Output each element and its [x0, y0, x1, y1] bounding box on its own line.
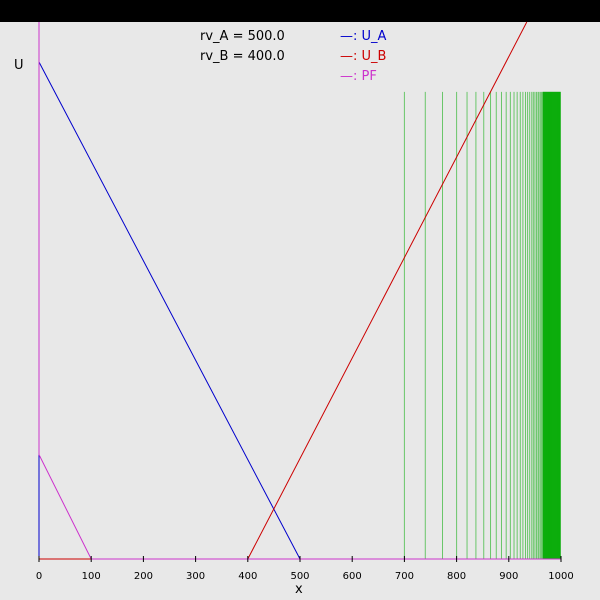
x-tick-label-0: 0 — [36, 571, 42, 582]
legend-label-pf: : PF — [353, 69, 377, 84]
x-tick-label-700: 700 — [395, 571, 414, 582]
legend-label-u-b: : U_B — [353, 49, 387, 64]
legend-entry-pf: —: PF — [340, 69, 377, 84]
y-axis-label: U — [14, 58, 24, 73]
legend-entry-u-a: —: U_A — [340, 29, 387, 44]
legend-label-u-a: : U_A — [353, 29, 387, 44]
x-tick-label-300: 300 — [186, 571, 205, 582]
x-tick-label-500: 500 — [290, 571, 309, 582]
legend-entry-u-b: —: U_B — [340, 49, 387, 64]
series-line-1 — [39, 21, 528, 560]
green-vertical-lines — [403, 91, 561, 559]
x-tick-label-900: 900 — [499, 571, 518, 582]
x-tick-label-400: 400 — [238, 571, 257, 582]
series-line-0 — [38, 61, 561, 560]
x-tick-label-600: 600 — [343, 571, 362, 582]
x-tick-label-200: 200 — [134, 571, 153, 582]
series-lines — [38, 21, 561, 560]
green-vline-band — [542, 91, 561, 559]
x-tick-label-1000: 1000 — [548, 571, 573, 582]
axes — [38, 22, 561, 560]
x-ticks: 0 100 200 300 400 500 600 700 800 900 1000 — [36, 556, 574, 582]
series-line-2 — [38, 22, 561, 560]
param-rv-a: rv_A = 500.0 — [200, 29, 285, 44]
top-bar — [0, 0, 600, 22]
x-tick-label-800: 800 — [447, 571, 466, 582]
x-axis-label: x — [295, 582, 303, 597]
param-rv-b: rv_B = 400.0 — [200, 49, 285, 64]
x-tick-label-100: 100 — [82, 571, 101, 582]
